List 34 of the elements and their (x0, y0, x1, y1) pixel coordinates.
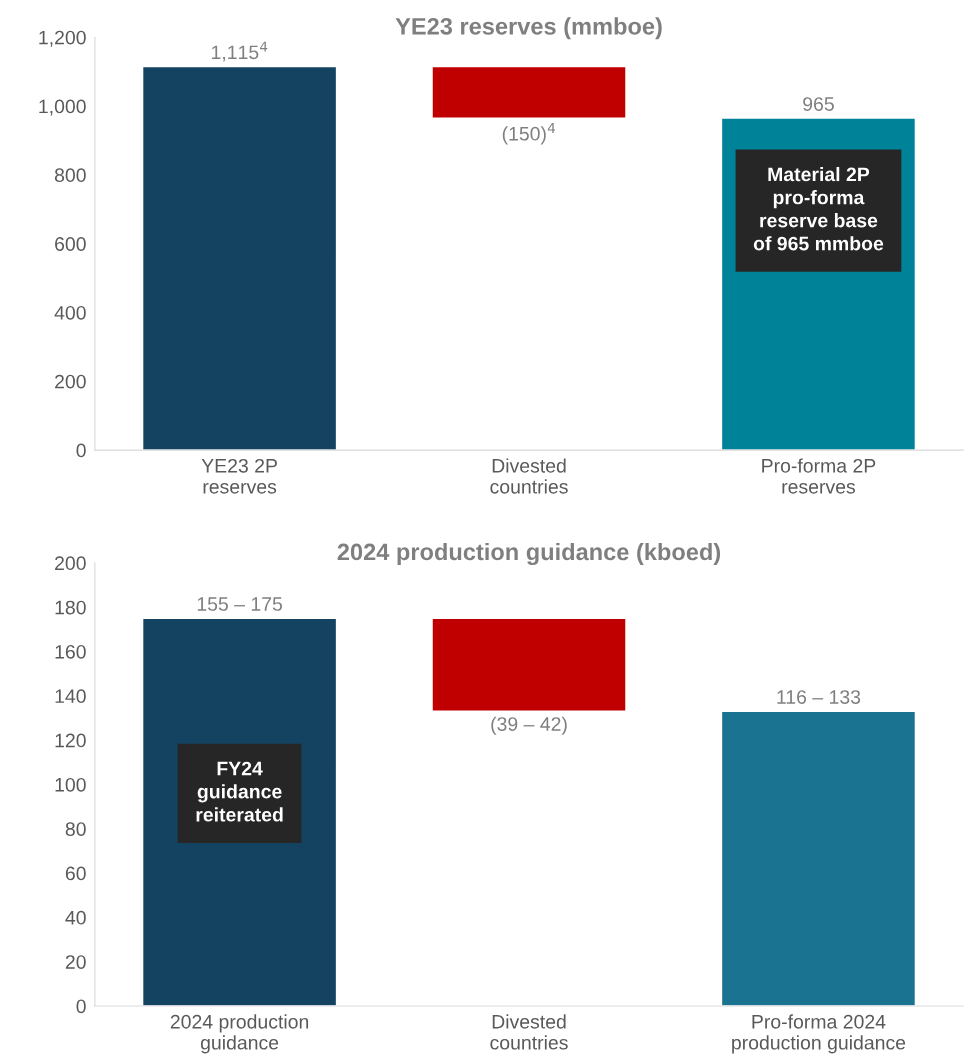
annotation: 116 – 133 (777, 690, 861, 704)
x-tick-label: Divested countries (490, 1014, 568, 1050)
y-tick-label: 1,000 (39, 99, 86, 116)
data-label: 1,115$^{4}$ (211, 41, 268, 62)
y-tick-label: 800 (54, 168, 86, 183)
x-tick-label: Pro-forma 2024 production guidance (732, 1014, 906, 1054)
data-label: 965 (803, 97, 834, 111)
chart-title: 2024 production guidance (kboed) (337, 542, 721, 566)
y-tick-label: 1,200 (39, 30, 86, 47)
x-tick-label: 2024 production guidance (170, 1014, 309, 1054)
y-tick-label: 180 (55, 600, 86, 615)
annotation: (39 – 42) (491, 716, 567, 735)
y-tick-label: 160 (55, 644, 86, 659)
chart-title: YE23 reserves (mmboe) (395, 17, 662, 40)
annotation: 155 – 175 (197, 597, 283, 611)
x-tick-label: YE23 2P reserves (201, 458, 277, 494)
y-tick-label: 40 (65, 910, 86, 925)
x-tick-label: Divested countries (490, 458, 568, 494)
annotation: Material 2P pro-forma reserve base of 965 mmboe (753, 166, 884, 251)
y-tick-label: 60 (65, 866, 86, 881)
y-tick-label: 20 (65, 955, 86, 969)
x-tick-label: Pro-forma 2P reserves (762, 458, 876, 494)
y-tick-label: 0 (76, 443, 86, 458)
data-label: (150)$^{4}$ (502, 123, 556, 145)
y-tick-label: 200 (55, 556, 86, 571)
y-tick-label: 100 (55, 777, 86, 792)
y-tick-label: 600 (55, 237, 86, 251)
y-tick-label: 140 (55, 689, 86, 704)
y-tick-label: 400 (54, 305, 86, 320)
y-tick-label: 200 (55, 374, 86, 389)
y-tick-label: 0 (76, 999, 86, 1014)
annotation: FY24 guidance reiterated (196, 761, 283, 822)
y-tick-label: 80 (65, 822, 86, 836)
y-tick-label: 120 (55, 733, 86, 748)
